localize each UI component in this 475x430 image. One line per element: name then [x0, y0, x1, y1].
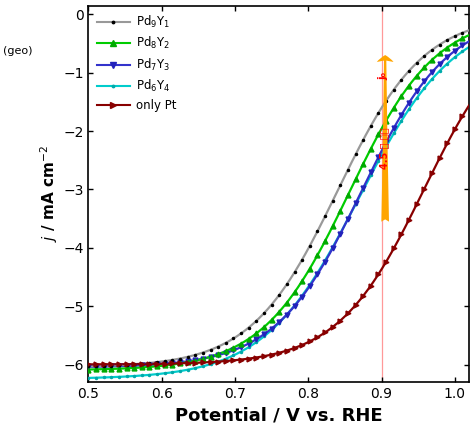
- Legend: Pd$_9$Y$_1$, Pd$_8$Y$_2$, Pd$_7$Y$_3$, Pd$_6$Y$_4$, only Pt: Pd$_9$Y$_1$, Pd$_8$Y$_2$, Pd$_7$Y$_3$, P…: [92, 9, 181, 117]
- Line: only Pt: only Pt: [86, 102, 472, 367]
- Pd$_9$Y$_1$: [340, 178, 346, 183]
- Pd$_9$Y$_1$: [258, 314, 264, 319]
- Pd$_6$Y$_4$: [372, 164, 378, 169]
- Line: Pd$_6$Y$_4$: Pd$_6$Y$_4$: [86, 45, 472, 380]
- Pd$_6$Y$_4$: [340, 226, 346, 231]
- only Pt: [153, 361, 159, 366]
- only Pt: [310, 337, 316, 342]
- only Pt: [183, 360, 189, 366]
- Text: (geo): (geo): [3, 46, 33, 56]
- Text: j₀: j₀: [379, 71, 389, 80]
- Pd$_9$Y$_1$: [183, 355, 189, 360]
- Pd$_9$Y$_1$: [310, 237, 316, 243]
- Pd$_7$Y$_3$: [372, 161, 378, 166]
- Pd$_6$Y$_4$: [153, 372, 159, 377]
- Pd$_7$Y$_3$: [258, 334, 264, 339]
- X-axis label: Potential / V vs. RHE: Potential / V vs. RHE: [175, 406, 383, 424]
- Pd$_8$Y$_2$: [466, 32, 472, 37]
- Pd$_6$Y$_4$: [310, 277, 316, 283]
- Pd$_9$Y$_1$: [86, 364, 91, 369]
- Pd$_8$Y$_2$: [310, 261, 316, 266]
- only Pt: [258, 354, 264, 359]
- Pd$_6$Y$_4$: [86, 375, 91, 381]
- Pd$_6$Y$_4$: [258, 336, 264, 341]
- Pd$_9$Y$_1$: [153, 360, 159, 365]
- Line: Pd$_9$Y$_1$: Pd$_9$Y$_1$: [86, 28, 472, 369]
- Y-axis label: $j$ / mA cm$^{-2}$: $j$ / mA cm$^{-2}$: [38, 145, 60, 242]
- Pd$_9$Y$_1$: [372, 116, 378, 121]
- only Pt: [86, 362, 91, 367]
- Pd$_6$Y$_4$: [183, 367, 189, 372]
- Pd$_8$Y$_2$: [372, 138, 378, 143]
- Pd$_6$Y$_4$: [466, 44, 472, 49]
- only Pt: [340, 316, 346, 321]
- Pd$_7$Y$_3$: [183, 359, 189, 364]
- Pd$_7$Y$_3$: [86, 364, 91, 369]
- Pd$_8$Y$_2$: [183, 360, 189, 365]
- Line: Pd$_7$Y$_3$: Pd$_7$Y$_3$: [86, 39, 472, 369]
- Text: 4.5 배 증가: 4.5 배 증가: [379, 128, 389, 169]
- Pd$_8$Y$_2$: [153, 364, 159, 369]
- only Pt: [372, 276, 378, 282]
- Pd$_9$Y$_1$: [466, 28, 472, 33]
- Line: Pd$_8$Y$_2$: Pd$_8$Y$_2$: [86, 33, 472, 372]
- Pd$_7$Y$_3$: [340, 226, 346, 231]
- Pd$_7$Y$_3$: [153, 362, 159, 367]
- only Pt: [466, 102, 472, 108]
- Pd$_8$Y$_2$: [86, 367, 91, 372]
- Pd$_8$Y$_2$: [340, 203, 346, 208]
- Pd$_7$Y$_3$: [466, 39, 472, 44]
- Pd$_8$Y$_2$: [258, 327, 264, 332]
- Pd$_7$Y$_3$: [310, 279, 316, 284]
